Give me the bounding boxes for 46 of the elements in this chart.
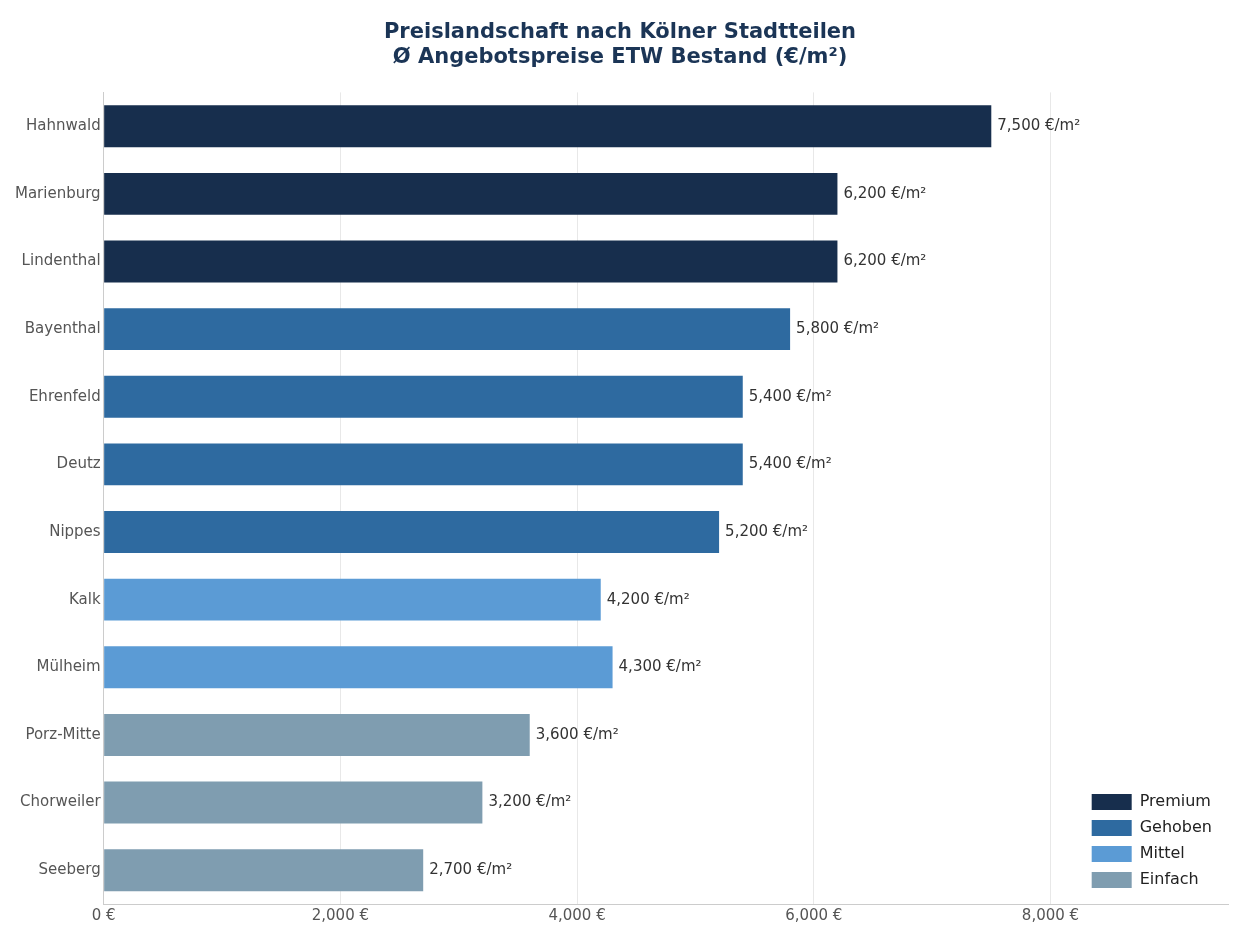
legend-label: Einfach: [1139, 869, 1199, 889]
bar: [104, 781, 483, 824]
data-label: 3,600 €/m²: [535, 724, 619, 743]
bar: [104, 308, 791, 351]
data-label: 3,200 €/m²: [488, 792, 572, 811]
x-tick-label: 4,000 €: [548, 905, 606, 924]
bar: [104, 375, 743, 418]
data-label: 2,700 €/m²: [429, 860, 513, 879]
y-tick-label: Bayenthal: [24, 319, 101, 338]
data-label: 5,800 €/m²: [796, 319, 880, 338]
data-label: 6,200 €/m²: [843, 183, 927, 202]
x-tick-label: 8,000 €: [1021, 905, 1080, 924]
bar: [104, 646, 613, 689]
bar: [104, 511, 720, 553]
x-tick-label: 2,000 €: [311, 905, 369, 924]
y-tick-label: Mülheim: [36, 657, 101, 676]
data-label: 5,400 €/m²: [748, 454, 832, 473]
y-tick-label: Lindenthal: [21, 251, 101, 270]
y-tick-label: Kalk: [69, 589, 101, 608]
y-tick-label: Ehrenfeld: [28, 386, 101, 405]
y-tick-label: Hahnwald: [26, 116, 101, 135]
chart-title: Preislandschaft nach Kölner Stadtteilen Ø Angebotspreise ETW Bestand (€/m²): [383, 19, 857, 69]
y-tick-label: Marienburg: [14, 183, 101, 202]
legend-label: Premium: [1139, 791, 1211, 811]
data-label: 4,300 €/m²: [618, 657, 702, 676]
y-tick-label: Chorweiler: [20, 792, 102, 811]
bar: [104, 713, 530, 756]
legend-label: Gehoben: [1139, 817, 1212, 837]
bar: [104, 849, 424, 892]
y-tick-label: Nippes: [49, 521, 101, 540]
y-tick-label: Porz-Mitte: [25, 724, 101, 743]
data-label: 5,400 €/m²: [748, 386, 832, 405]
data-label: 7,500 €/m²: [997, 116, 1081, 135]
y-tick-label: Seeberg: [38, 860, 101, 879]
x-tick-label: 0 €: [91, 905, 116, 924]
bar: [104, 105, 992, 148]
bar: [104, 578, 601, 621]
bar: [104, 172, 838, 215]
data-label: 4,200 €/m²: [606, 589, 690, 608]
data-label: 6,200 €/m²: [843, 251, 927, 270]
bar: [104, 443, 743, 486]
data-label: 5,200 €/m²: [725, 521, 809, 540]
y-tick-label: Deutz: [56, 454, 101, 473]
bar: [104, 240, 838, 283]
legend-label: Mittel: [1139, 843, 1185, 863]
x-tick-label: 6,000 €: [785, 905, 843, 924]
